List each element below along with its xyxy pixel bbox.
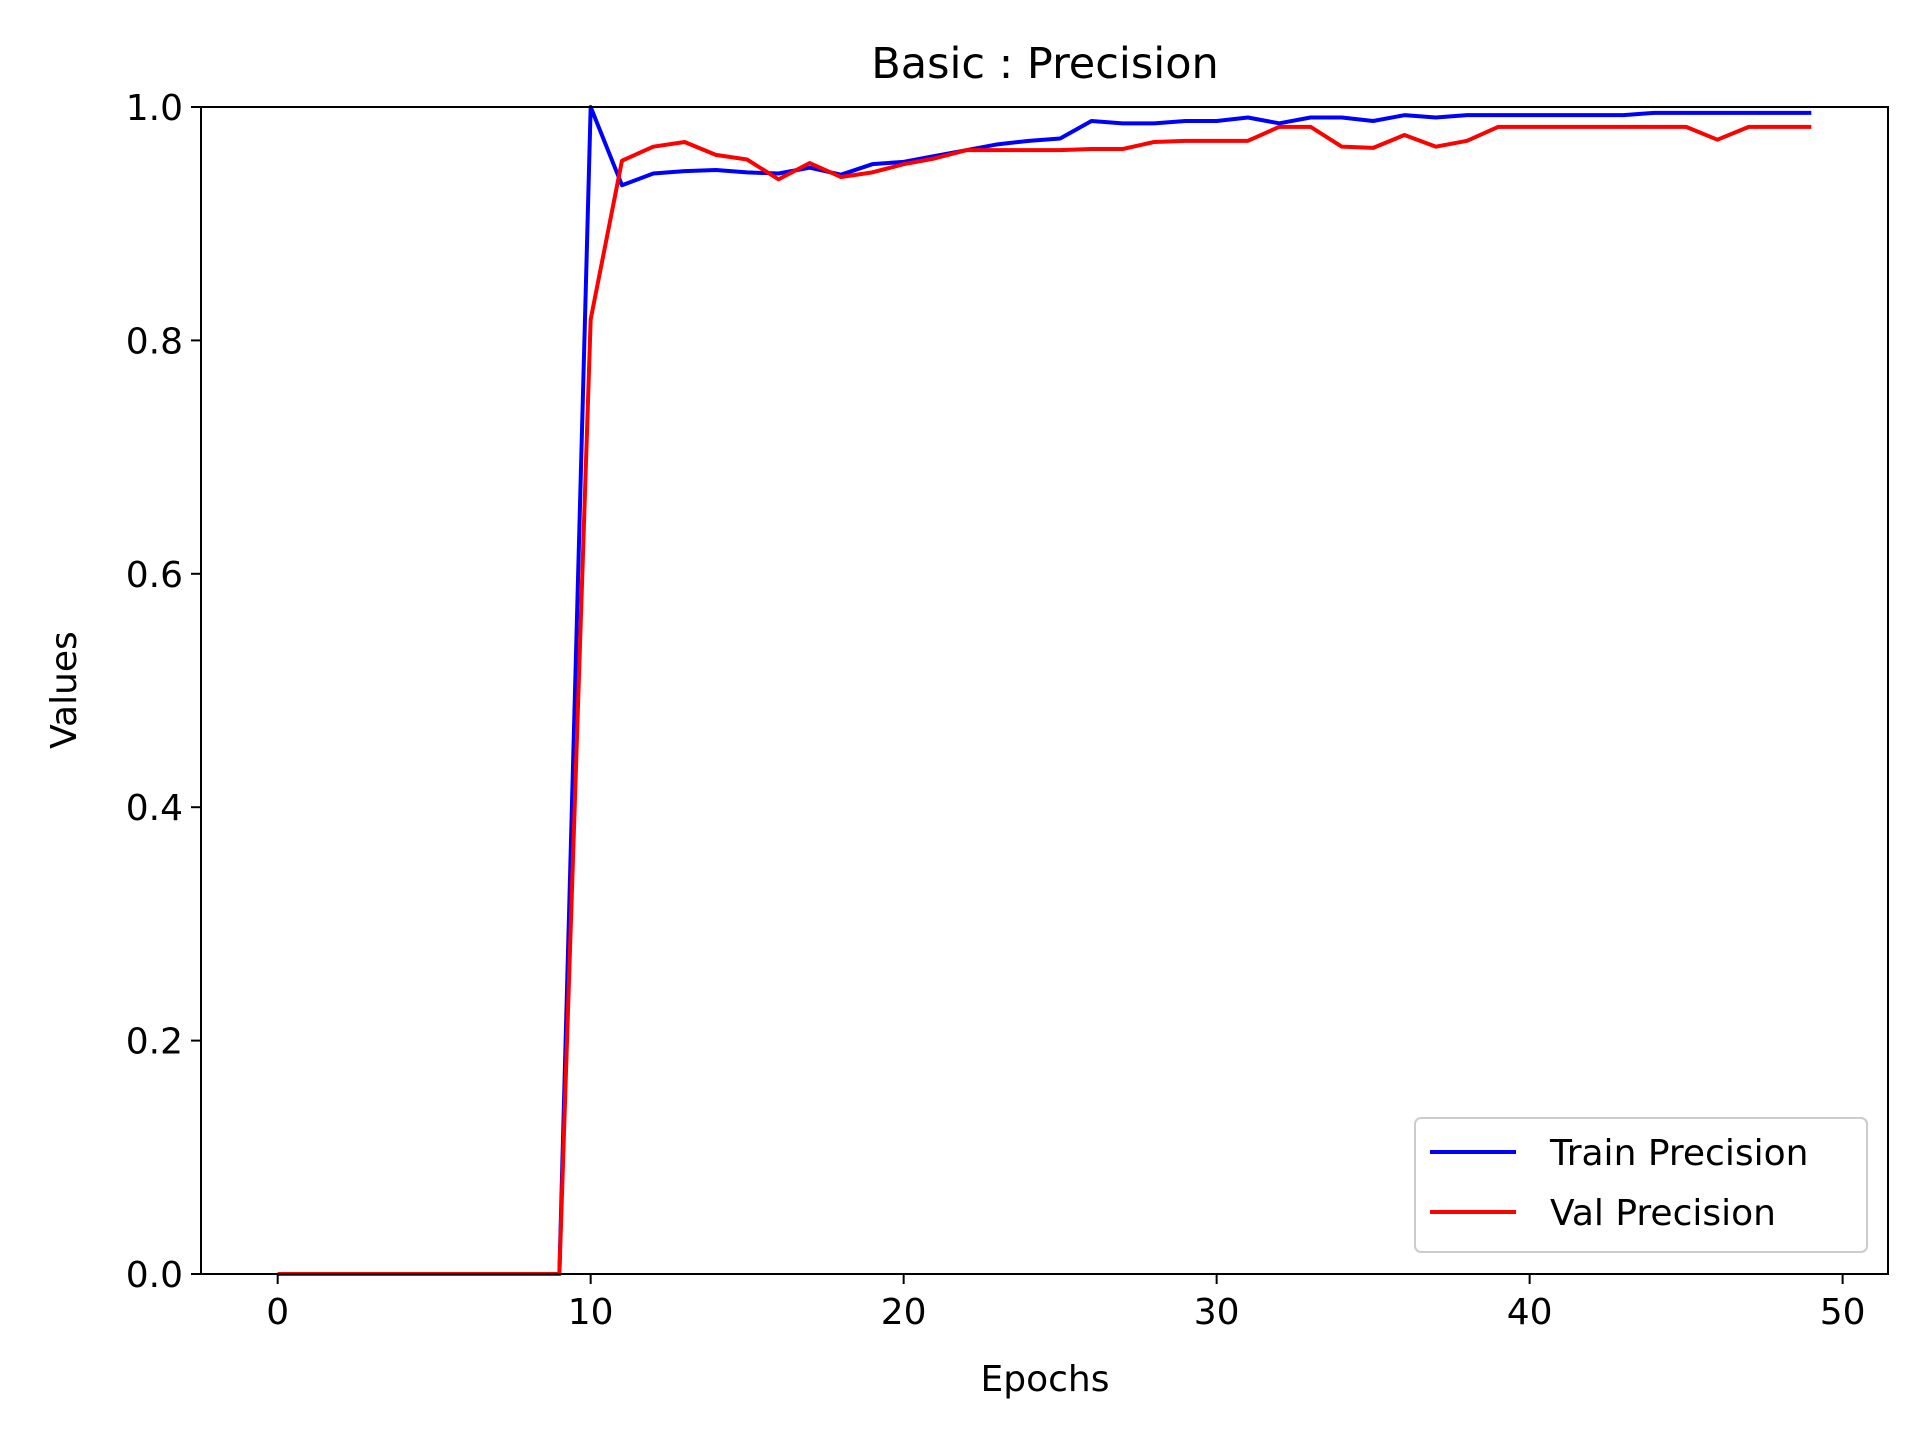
x-tick-label: 20 — [881, 1292, 927, 1333]
y-tick-label: 0.0 — [126, 1255, 183, 1296]
x-axis: 0 10 20 30 40 50 — [266, 1274, 1866, 1333]
y-tick-label: 0.6 — [126, 555, 183, 596]
y-tick-label: 1.0 — [126, 88, 183, 129]
plot-area — [200, 105, 1889, 1276]
y-tick-label: 0.4 — [126, 788, 183, 829]
y-tick-label: 0.8 — [126, 321, 183, 362]
y-axis-label: Values — [44, 631, 85, 749]
x-tick-label: 50 — [1820, 1292, 1866, 1333]
plot-background — [201, 107, 1888, 1274]
x-tick-label: 0 — [266, 1292, 289, 1333]
legend-label-val-precision: Val Precision — [1550, 1193, 1776, 1234]
y-tick-label: 0.2 — [126, 1022, 183, 1063]
x-axis-label: Epochs — [981, 1359, 1110, 1400]
x-tick-label: 10 — [568, 1292, 614, 1333]
legend: Train Precision Val Precision — [1414, 1117, 1868, 1253]
legend-box — [1414, 1117, 1868, 1253]
x-tick-label: 40 — [1507, 1292, 1553, 1333]
y-axis: 0.0 0.2 0.4 0.6 0.8 1.0 — [126, 88, 201, 1296]
x-tick-label: 30 — [1194, 1292, 1240, 1333]
plot-frame — [200, 106, 1889, 1275]
legend-label-train-precision: Train Precision — [1549, 1133, 1808, 1174]
chart-title: Basic : Precision — [871, 39, 1219, 89]
